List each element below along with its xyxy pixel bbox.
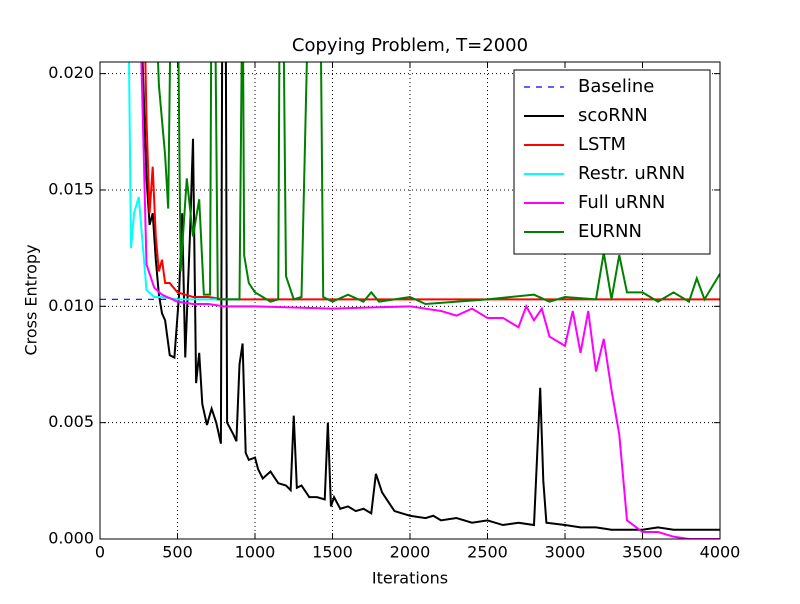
x-axis-label: Iterations — [372, 569, 448, 588]
x-tick-label: 3500 — [622, 543, 663, 562]
legend-box — [513, 69, 711, 255]
x-tick-label: 2500 — [467, 543, 508, 562]
legend-label: Restr. uRNN — [578, 163, 685, 184]
legend-label: LSTM — [578, 134, 626, 155]
series-line — [144, 62, 720, 301]
series-line — [141, 62, 720, 531]
plot-lines — [100, 62, 720, 539]
y-tick-label: 0.010 — [48, 296, 94, 315]
y-tick-label: 0.005 — [48, 412, 94, 431]
chart-title: Copying Problem, T=2000 — [292, 35, 528, 56]
x-tick-label: 2000 — [390, 543, 431, 562]
series-line — [140, 62, 720, 539]
x-tick-label: 500 — [162, 543, 193, 562]
x-tick-label: 0 — [95, 543, 105, 562]
legend-label: Baseline — [578, 76, 654, 97]
legend-label: Full uRNN — [578, 192, 665, 213]
y-axis-label: Cross Entropy — [22, 244, 41, 355]
x-tick-label: 1000 — [235, 543, 276, 562]
x-tick-label: 3000 — [545, 543, 586, 562]
x-tick-label: 4000 — [700, 543, 741, 562]
series-line — [157, 62, 720, 306]
y-tick-label: 0.020 — [48, 63, 94, 82]
y-tick-label: 0.015 — [48, 179, 94, 198]
plot-frame — [99, 61, 721, 540]
legend-label: EURNN — [578, 221, 642, 242]
y-tick-label: 0.000 — [48, 529, 94, 548]
legend-label: scoRNN — [578, 105, 648, 126]
series-line — [128, 62, 240, 301]
x-tick-label: 1500 — [312, 543, 353, 562]
